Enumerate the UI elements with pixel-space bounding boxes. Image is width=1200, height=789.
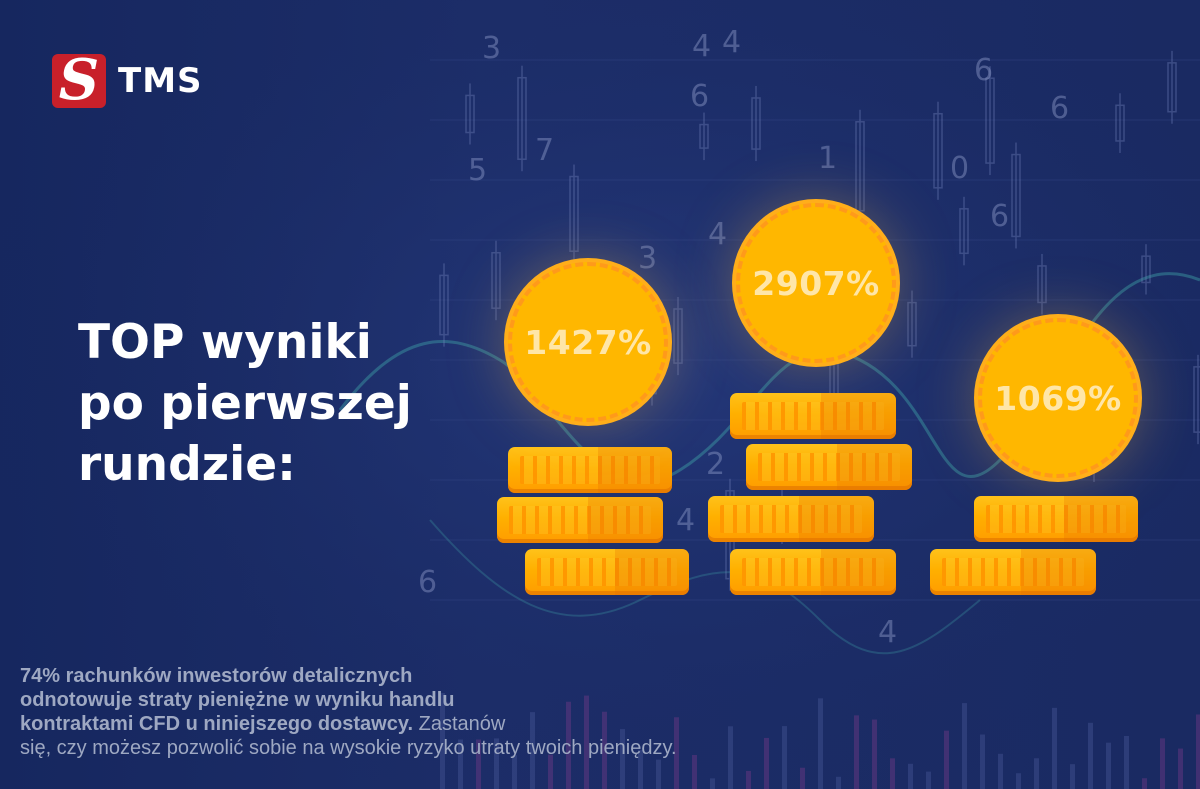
svg-text:5: 5 [468, 153, 487, 188]
coin-2907: 2907% [736, 203, 896, 363]
svg-text:0: 0 [950, 151, 969, 186]
headline-line-3: rundzie: [78, 437, 296, 492]
coin-bar [525, 549, 689, 595]
svg-text:3: 3 [638, 241, 657, 276]
coin-1069: 1069% [978, 318, 1138, 478]
svg-text:4: 4 [692, 29, 711, 64]
headline-line-2: po pierwszej [78, 376, 412, 431]
tms-logo-icon: S [52, 54, 106, 108]
coin-bar [746, 444, 912, 490]
headline-line-1: TOP wyniki [78, 315, 372, 370]
coin-bar [730, 549, 896, 595]
result-label: 1069% [994, 378, 1122, 418]
svg-text:3: 3 [482, 31, 501, 66]
coin-bar [730, 393, 896, 439]
coin-1427: 1427% [508, 262, 668, 422]
svg-text:6: 6 [690, 79, 709, 114]
risk-disclaimer: 74% rachunków inwestorów detalicznych od… [20, 664, 860, 760]
svg-text:4: 4 [676, 503, 695, 538]
coin-bar [508, 447, 672, 493]
result-label: 2907% [752, 263, 880, 303]
coin-bar [974, 496, 1138, 542]
svg-text:2: 2 [706, 447, 725, 482]
svg-text:4: 4 [722, 25, 741, 60]
disclaimer-normal-4: się, czy możesz pozwolić sobie na wysoki… [20, 737, 677, 759]
coin-bar [930, 549, 1096, 595]
svg-text:7: 7 [535, 133, 554, 168]
coin-bar [708, 496, 874, 542]
disclaimer-bold-1: 74% rachunków inwestorów detalicznych [20, 665, 413, 687]
result-label: 1427% [524, 322, 652, 362]
svg-text:6: 6 [974, 53, 993, 88]
svg-text:6: 6 [418, 565, 437, 600]
svg-text:1: 1 [818, 141, 837, 176]
coin-bar [497, 497, 663, 543]
disclaimer-bold-3: kontraktami CFD u niniejszego dostawcy. [20, 713, 414, 735]
disclaimer-normal-3: Zastanów [413, 713, 506, 735]
svg-text:4: 4 [878, 615, 897, 650]
svg-text:4: 4 [708, 217, 727, 252]
svg-text:6: 6 [1050, 91, 1069, 126]
svg-text:6: 6 [990, 199, 1009, 234]
disclaimer-bold-2: odnotowuje straty pieniężne w wyniku han… [20, 689, 455, 711]
brand-name: TMS [118, 61, 203, 101]
headline: TOP wyniki po pierwszej rundzie: [78, 312, 498, 495]
tms-logo: S TMS [52, 54, 203, 108]
